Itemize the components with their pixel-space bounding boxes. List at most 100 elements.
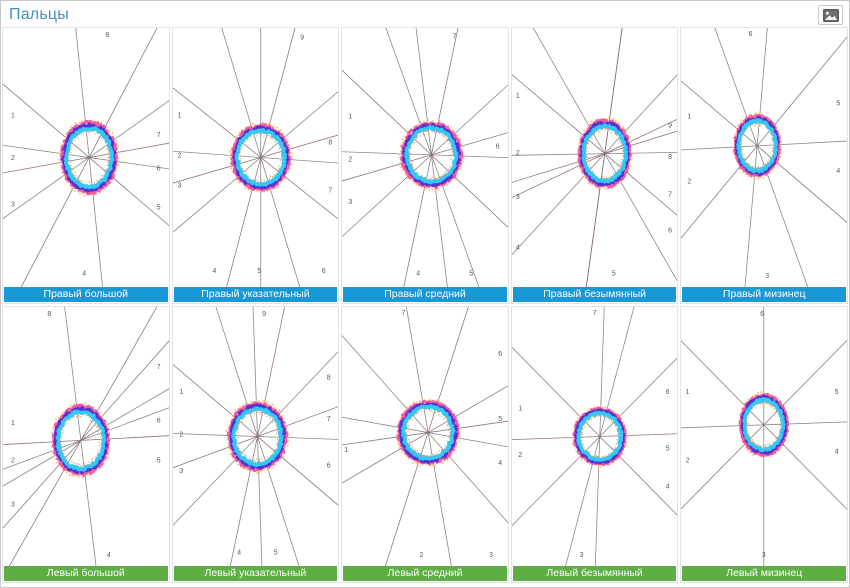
- svg-text:5: 5: [257, 268, 261, 275]
- svg-text:3: 3: [579, 552, 583, 559]
- svg-text:3: 3: [349, 199, 353, 206]
- svg-text:1: 1: [686, 389, 690, 396]
- finger-panel-right-index: 1 2 3 4 5 6 7 8 9 Правый указательный: [171, 27, 340, 304]
- svg-text:4: 4: [416, 270, 420, 277]
- svg-text:8: 8: [328, 139, 332, 146]
- svg-text:1: 1: [688, 114, 692, 121]
- svg-text:6: 6: [761, 311, 765, 318]
- finger-label-right-pinky[interactable]: Правый мизинец: [682, 287, 846, 302]
- finger-radial-chart: 1 2 3 4 5 6 7 8: [3, 307, 169, 566]
- svg-text:7: 7: [157, 364, 161, 371]
- finger-panel-left-middle: 1 2 3 4 5 6 7 Левый средний: [341, 306, 509, 583]
- finger-plot: 1 2 3 4 5 6 7 8: [3, 307, 169, 566]
- finger-label-right-index[interactable]: Правый указательный: [173, 287, 338, 302]
- svg-text:6: 6: [498, 351, 502, 358]
- finger-label-left-middle[interactable]: Левый средний: [343, 566, 507, 581]
- finger-plot: 1 2 3 4 5 6 7: [342, 307, 508, 566]
- finger-radial-chart: 1 2 3 4 5 6 7: [342, 307, 508, 566]
- svg-text:3: 3: [179, 468, 183, 475]
- page-header: Пальцы: [1, 1, 849, 27]
- svg-text:8: 8: [105, 32, 109, 39]
- finger-label-left-index[interactable]: Левый указательный: [173, 566, 338, 581]
- finger-panel-left-index: 1 2 3 4 5 6 7 8 9 Левый указательный: [171, 306, 340, 583]
- svg-text:5: 5: [837, 101, 841, 108]
- svg-text:3: 3: [766, 273, 770, 280]
- svg-text:7: 7: [328, 187, 332, 194]
- svg-text:2: 2: [179, 431, 183, 438]
- svg-text:5: 5: [498, 416, 502, 423]
- finger-panel-right-ring: 1 2 3 4 5 6 7 8 9 Правый безымянный: [510, 27, 679, 304]
- finger-plot: 1 2 3 4 5 6 7: [342, 28, 508, 287]
- svg-text:7: 7: [157, 132, 161, 139]
- finger-label-left-thumb[interactable]: Левый большой: [4, 566, 168, 581]
- page-title: Пальцы: [9, 6, 69, 23]
- export-image-button[interactable]: [818, 5, 843, 25]
- svg-text:4: 4: [837, 168, 841, 175]
- finger-label-left-pinky[interactable]: Левый мизинец: [682, 566, 846, 581]
- svg-text:3: 3: [489, 552, 493, 559]
- svg-text:6: 6: [157, 165, 161, 172]
- svg-text:3: 3: [177, 182, 181, 189]
- svg-text:4: 4: [666, 483, 670, 490]
- finger-label-right-thumb[interactable]: Правый большой: [4, 287, 168, 302]
- finger-label-right-middle[interactable]: Правый средний: [343, 287, 507, 302]
- svg-text:6: 6: [321, 268, 325, 275]
- svg-text:5: 5: [666, 446, 670, 453]
- finger-radial-chart: 1 2 3 4 5 6: [681, 28, 847, 287]
- finger-radial-chart: 1 2 3 4 5 6 7: [342, 28, 508, 287]
- finger-plot: 1 2 3 4 5 6: [681, 28, 847, 287]
- svg-text:9: 9: [262, 311, 266, 318]
- svg-text:2: 2: [177, 152, 181, 159]
- svg-text:7: 7: [402, 310, 406, 317]
- finger-plot: 1 2 3 4 5 6 7 8: [3, 28, 169, 287]
- svg-text:1: 1: [344, 447, 348, 454]
- svg-text:5: 5: [612, 270, 616, 277]
- svg-text:1: 1: [518, 406, 522, 413]
- svg-text:4: 4: [516, 244, 520, 251]
- svg-text:2: 2: [516, 150, 520, 157]
- finger-panel-right-middle: 1 2 3 4 5 6 7 Правый средний: [341, 27, 509, 304]
- finger-radial-chart: 1 2 3 4 5 6 7 8 9: [511, 28, 678, 287]
- finger-label-right-ring[interactable]: Правый безымянный: [512, 287, 677, 302]
- svg-text:2: 2: [11, 457, 15, 464]
- finger-grid: 1 2 3 4 5 6 7 8 Правый большой 1 2 3 4 5 6 7 8 9 Правый…: [1, 27, 849, 583]
- svg-text:6: 6: [496, 143, 500, 150]
- svg-text:7: 7: [593, 310, 597, 317]
- svg-text:4: 4: [835, 448, 839, 455]
- svg-text:7: 7: [326, 416, 330, 423]
- finger-radial-chart: 1 2 3 4 5 6: [681, 307, 847, 566]
- svg-text:4: 4: [82, 270, 86, 277]
- finger-label-left-ring[interactable]: Левый безымянный: [512, 566, 677, 581]
- finger-panel-right-thumb: 1 2 3 4 5 6 7 8 Правый большой: [2, 27, 170, 304]
- finger-panel-right-pinky: 1 2 3 4 5 6 Правый мизинец: [680, 27, 848, 304]
- svg-text:2: 2: [518, 452, 522, 459]
- finger-plot: 1 2 3 4 5 6 7 8 9: [172, 307, 339, 566]
- svg-text:5: 5: [273, 549, 277, 556]
- finger-plot: 1 2 3 4 5 6: [681, 307, 847, 566]
- finger-panel-left-ring: 1 2 3 4 5 6 7 Левый безымянный: [510, 306, 679, 583]
- svg-text:5: 5: [469, 270, 473, 277]
- svg-text:7: 7: [453, 33, 457, 40]
- finger-plot: 1 2 3 4 5 6 7 8 9: [511, 28, 678, 287]
- svg-text:9: 9: [300, 35, 304, 42]
- svg-text:4: 4: [237, 549, 241, 556]
- image-icon: [822, 8, 839, 22]
- svg-text:2: 2: [349, 156, 353, 163]
- svg-text:3: 3: [762, 552, 766, 559]
- svg-text:3: 3: [11, 501, 15, 508]
- svg-text:2: 2: [688, 178, 692, 185]
- svg-text:5: 5: [157, 457, 161, 464]
- finger-plot: 1 2 3 4 5 6 7 8 9: [172, 28, 339, 287]
- svg-text:2: 2: [11, 155, 15, 162]
- finger-radial-chart: 1 2 3 4 5 6 7: [511, 307, 678, 566]
- svg-text:2: 2: [686, 457, 690, 464]
- svg-text:1: 1: [516, 93, 520, 100]
- svg-text:4: 4: [498, 460, 502, 467]
- svg-text:8: 8: [47, 311, 51, 318]
- svg-text:3: 3: [11, 202, 15, 209]
- svg-text:4: 4: [107, 552, 111, 559]
- finger-panel-left-pinky: 1 2 3 4 5 6 Левый мизинец: [680, 306, 848, 583]
- svg-text:6: 6: [668, 228, 672, 235]
- svg-text:6: 6: [666, 389, 670, 396]
- svg-text:1: 1: [349, 114, 353, 121]
